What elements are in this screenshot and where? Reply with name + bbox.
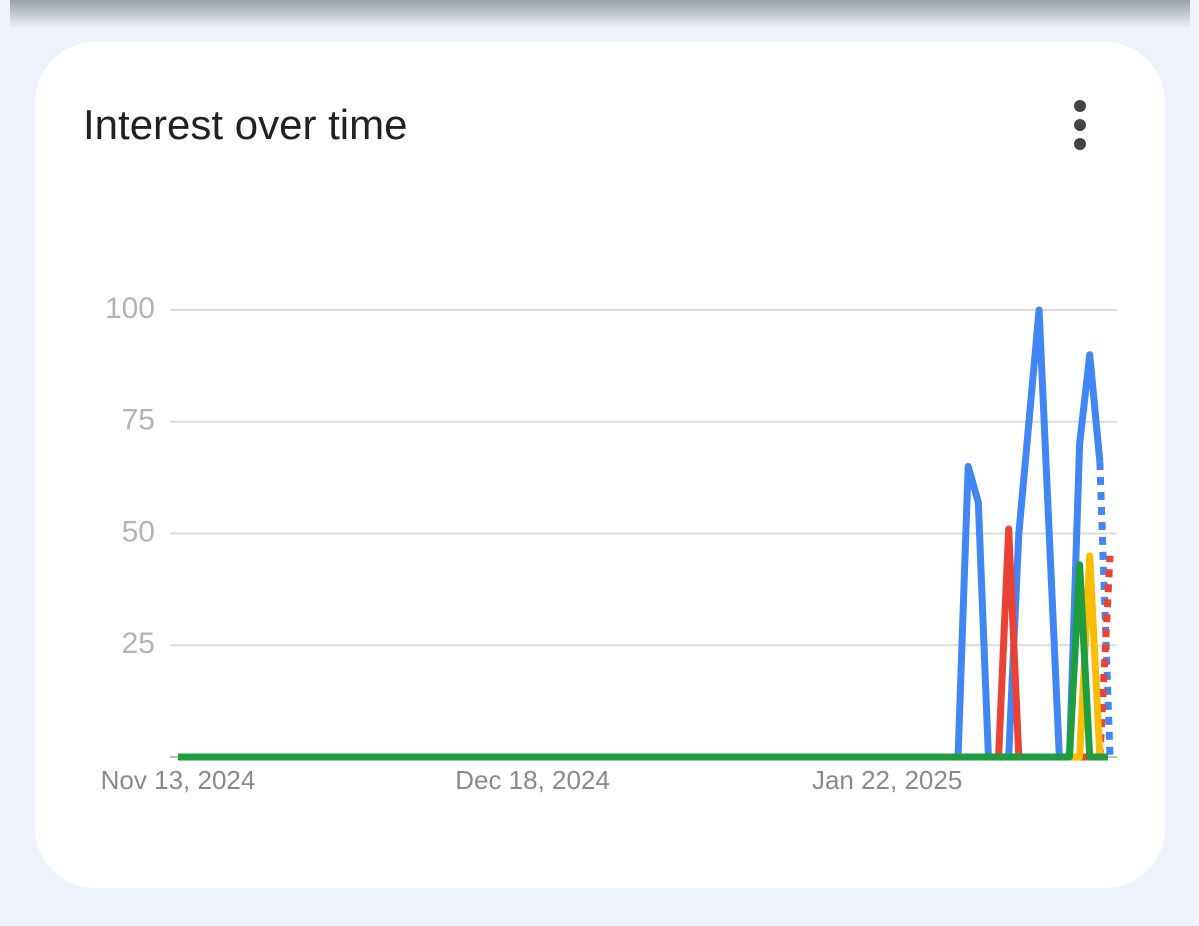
y-tick-label: 50: [122, 515, 155, 548]
menu-button[interactable]: [1074, 100, 1086, 150]
y-tick-label: 100: [105, 292, 155, 325]
x-tick-label: Nov 13, 2024: [101, 765, 256, 795]
card: [35, 42, 1165, 888]
partial-segment: [1096, 461, 1114, 758]
y-tick-label: 25: [122, 627, 155, 660]
y-tick-label: 75: [122, 404, 155, 437]
x-tick-label: Dec 18, 2024: [455, 765, 610, 795]
chart-title: Interest over time: [83, 101, 407, 148]
x-tick-label: Jan 22, 2025: [812, 765, 962, 795]
top-shadow: [10, 0, 1190, 28]
series-line: [178, 561, 1100, 761]
plot: 25 50 75 100 Nov 13, 2024 Dec 18, 2024 Jan 22,…: [101, 292, 1117, 795]
